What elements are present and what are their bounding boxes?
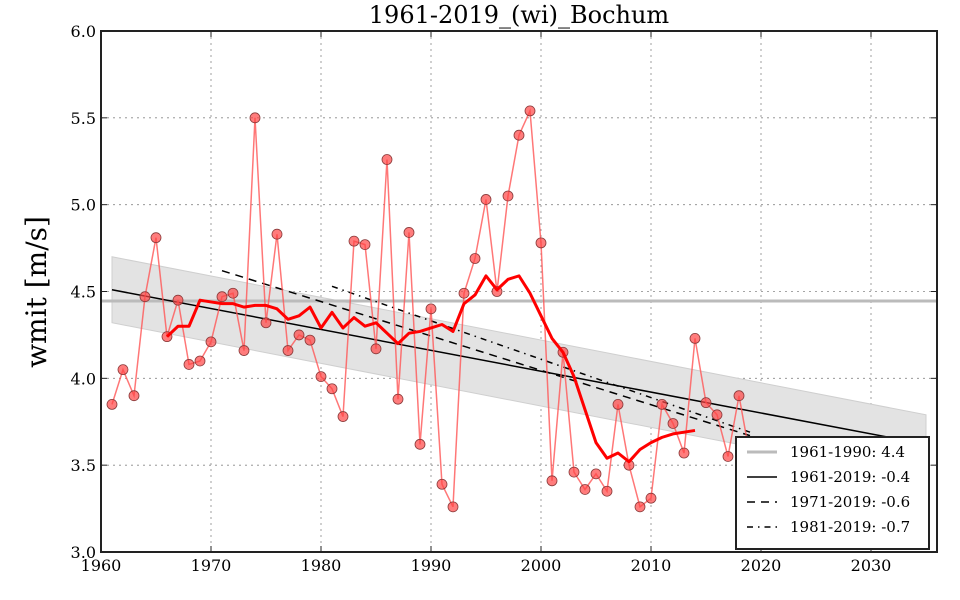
y-tick-label: 6.0	[71, 22, 96, 41]
y-axis-label: wmit [m/s]	[20, 216, 53, 368]
data-point	[128, 390, 140, 402]
data-point	[436, 478, 448, 490]
data-point	[546, 475, 558, 487]
x-tick-label: 2020	[741, 556, 782, 575]
data-point	[359, 239, 371, 251]
data-point	[590, 468, 602, 480]
data-point	[249, 112, 261, 124]
data-point	[117, 364, 129, 376]
legend-label: 1981-2019: -0.7	[790, 518, 910, 536]
data-point	[469, 253, 481, 264]
x-tick-label: 2010	[631, 556, 672, 575]
data-point	[260, 317, 272, 329]
y-tick-label: 4.0	[71, 369, 96, 388]
data-point	[700, 397, 712, 409]
data-point	[293, 329, 305, 341]
data-point	[315, 371, 327, 382]
data-point	[227, 287, 239, 299]
legend-label: 1961-1990: 4.4	[790, 443, 905, 461]
data-point	[634, 501, 646, 513]
x-tick-label: 2030	[851, 556, 892, 575]
y-tick-label: 3.0	[71, 543, 96, 562]
data-point	[403, 227, 415, 238]
x-tick-label: 1970	[191, 556, 232, 575]
data-point	[535, 237, 547, 249]
axes: 1960 1970 1980 1990 2000 2010 2020 2030 3.0 3.5 4.…	[71, 22, 938, 575]
data-point	[656, 398, 668, 410]
legend-box	[735, 436, 930, 550]
chart-title: 1961-2019_(wi)_Bochum	[369, 1, 670, 29]
x-tick-label: 1990	[411, 556, 452, 575]
rolling-mean-line	[165, 274, 696, 464]
data-point	[205, 336, 217, 348]
data-point	[733, 390, 745, 402]
points-layer	[106, 105, 756, 513]
data-point	[601, 485, 613, 497]
data-point	[271, 228, 283, 240]
x-tick-label: 1960	[81, 556, 122, 575]
data-point	[183, 359, 195, 370]
y-tick-label: 5.5	[71, 109, 96, 128]
trend-line-1961-2019	[111, 289, 927, 446]
data-point	[645, 492, 657, 504]
data-point	[139, 291, 151, 303]
data-point	[326, 383, 338, 395]
data-point	[370, 343, 382, 355]
y-tick-label: 4.5	[71, 283, 96, 302]
data-point	[502, 190, 514, 202]
data-point	[106, 398, 118, 410]
data-point	[447, 501, 459, 513]
data-point	[392, 393, 404, 405]
legend-label: 1961-2019: -0.4	[790, 468, 910, 486]
data-point	[150, 232, 162, 244]
legend: 1961-1990: 4.4 1961-2019: -0.4 1971-2019: …	[735, 436, 930, 550]
x-tick-label: 2000	[521, 556, 562, 575]
data-point	[348, 235, 360, 247]
data-point	[194, 355, 206, 367]
data-point	[513, 129, 525, 141]
data-point	[414, 438, 426, 450]
data-point	[678, 447, 690, 459]
data-point	[722, 451, 734, 462]
data-point	[579, 484, 591, 495]
data-point	[282, 345, 294, 356]
data-point	[425, 303, 437, 315]
data-point	[568, 466, 580, 478]
data-point	[689, 332, 701, 344]
x-tick-label: 1980	[301, 556, 342, 575]
data-point	[480, 194, 492, 205]
data-point	[711, 409, 723, 421]
legend-label: 1971-2019: -0.6	[790, 493, 910, 511]
plot-frame	[100, 30, 938, 553]
data-point	[612, 398, 624, 410]
data-point	[337, 411, 349, 422]
data-point	[458, 287, 470, 299]
y-tick-label: 5.0	[71, 196, 96, 215]
y-tick-label: 3.5	[71, 456, 96, 475]
data-point	[304, 334, 316, 346]
data-point	[216, 291, 228, 303]
trend-line-1981-2019	[331, 285, 751, 433]
data-point	[667, 418, 679, 429]
data-point	[238, 345, 250, 356]
data-point	[381, 154, 393, 165]
data-point	[172, 294, 184, 306]
data-point	[524, 105, 536, 117]
